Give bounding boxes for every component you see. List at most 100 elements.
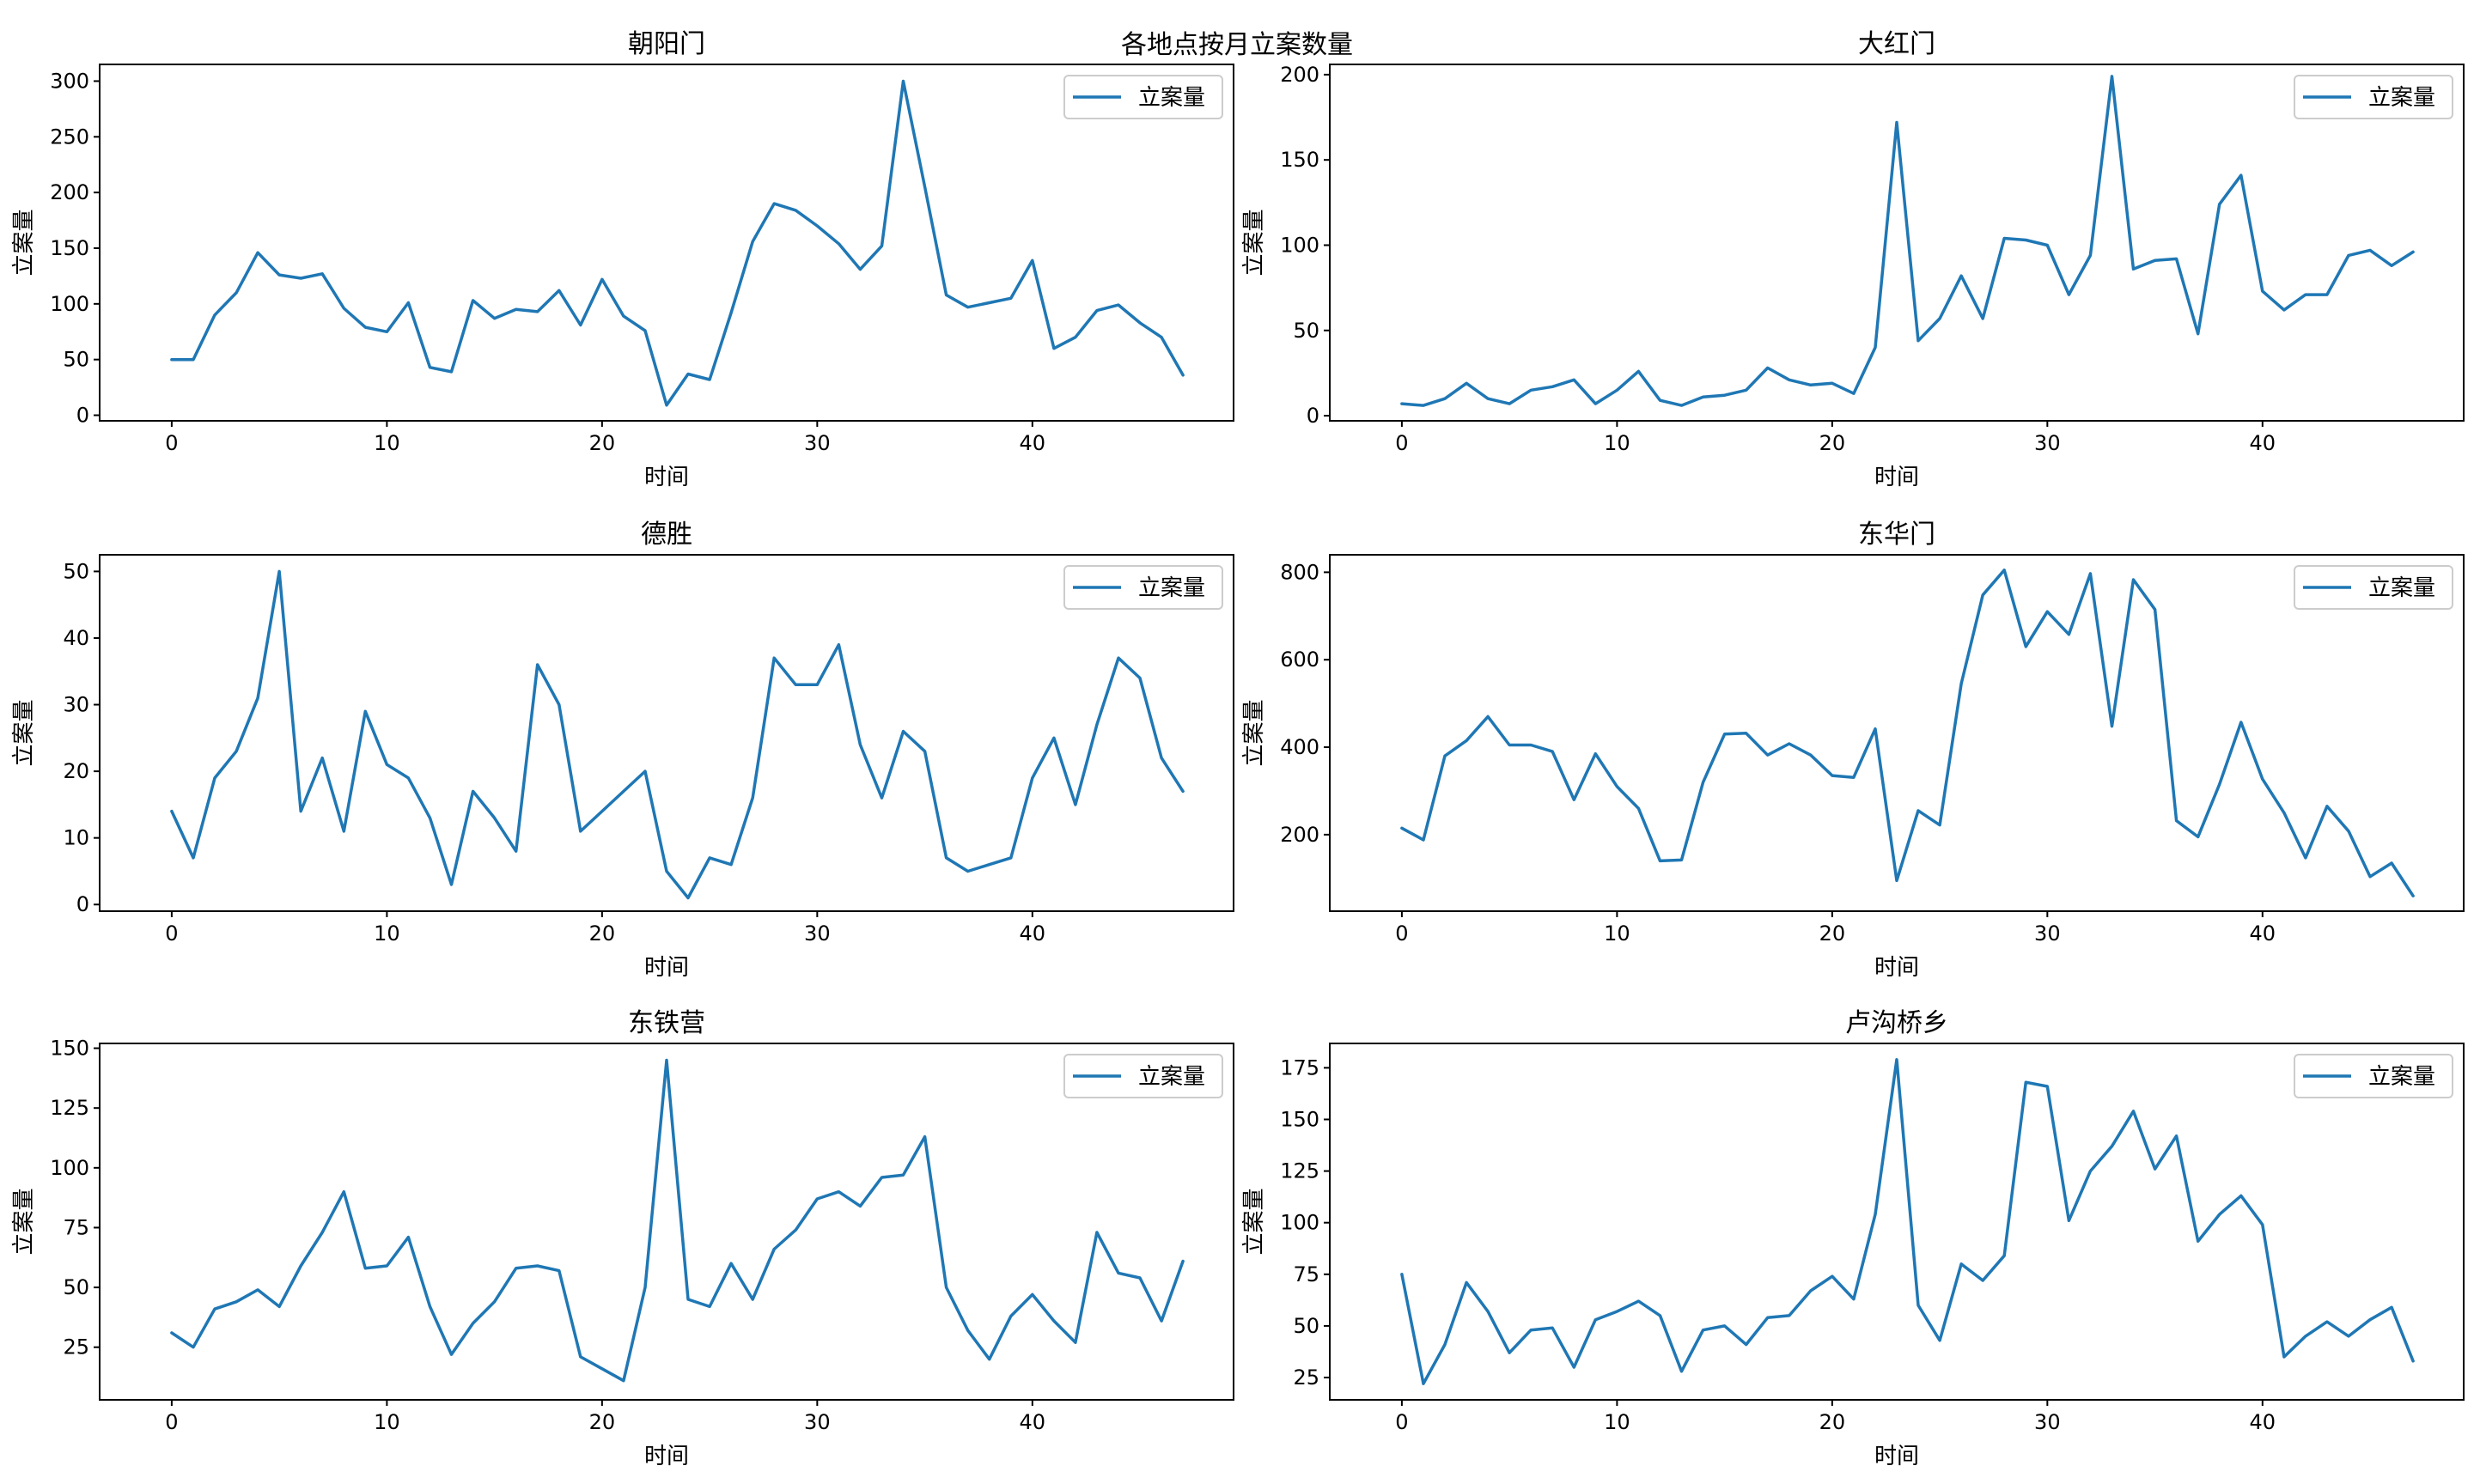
legend-label: 立案量 xyxy=(1138,85,1205,111)
y-tick-label: 200 xyxy=(1280,63,1319,87)
y-tick-label: 0 xyxy=(76,892,89,916)
legend-label: 立案量 xyxy=(2368,1064,2435,1090)
y-tick-label: 200 xyxy=(1280,823,1319,847)
y-tick-label: 100 xyxy=(1280,1211,1319,1235)
legend-box xyxy=(2294,565,2453,610)
legend-label: 立案量 xyxy=(2368,575,2435,601)
x-tick-label: 10 xyxy=(374,921,400,946)
series-line xyxy=(1400,569,2415,897)
x-tick-label: 20 xyxy=(589,1410,616,1434)
series-line xyxy=(170,79,1185,407)
x-tick-label: 40 xyxy=(1020,921,1046,946)
y-axis-label: 立案量 xyxy=(1241,699,1267,766)
y-tick-label: 0 xyxy=(1307,404,1319,428)
x-axis-label: 时间 xyxy=(1874,465,1919,490)
y-tick-label: 50 xyxy=(63,348,89,372)
y-tick-label: 50 xyxy=(63,1275,89,1299)
plot-frame xyxy=(1329,64,2465,422)
y-tick-label: 30 xyxy=(63,693,89,717)
x-tick-label: 30 xyxy=(804,431,831,455)
y-tick-label: 100 xyxy=(1280,233,1319,257)
legend-box xyxy=(1063,565,1223,610)
legend: 立案量 xyxy=(2294,1054,2453,1098)
y-tick-label: 25 xyxy=(63,1335,89,1359)
subplot-title: 德胜 xyxy=(641,520,692,550)
y-tick-label: 50 xyxy=(1293,319,1319,343)
y-tick-label: 200 xyxy=(50,180,89,204)
subplot-title: 卢沟桥乡 xyxy=(1845,1008,1948,1038)
y-tick-label: 75 xyxy=(1293,1262,1319,1286)
x-tick-label: 0 xyxy=(165,431,178,455)
legend-label: 立案量 xyxy=(2368,85,2435,111)
series-line xyxy=(170,569,1185,900)
y-tick-label: 100 xyxy=(50,292,89,316)
x-tick-label: 40 xyxy=(1020,1410,1046,1434)
series-line xyxy=(170,1058,1185,1383)
y-tick-label: 25 xyxy=(1293,1365,1319,1390)
x-tick-label: 40 xyxy=(2250,921,2276,946)
subplot-title: 东华门 xyxy=(1858,520,1935,550)
x-tick-label: 0 xyxy=(1395,1410,1408,1434)
legend: 立案量 xyxy=(2294,75,2453,119)
y-tick-label: 250 xyxy=(50,125,89,149)
x-axis-label: 时间 xyxy=(1874,1444,1919,1469)
y-tick-label: 0 xyxy=(76,404,89,428)
x-tick-label: 20 xyxy=(1819,1410,1846,1434)
y-tick-label: 600 xyxy=(1280,648,1319,672)
legend-label: 立案量 xyxy=(1138,575,1205,601)
y-tick-label: 20 xyxy=(63,759,89,783)
legend: 立案量 xyxy=(2294,565,2453,610)
y-tick-label: 150 xyxy=(50,236,89,260)
x-tick-label: 40 xyxy=(2250,1410,2276,1434)
legend-box xyxy=(2294,1054,2453,1098)
y-tick-label: 100 xyxy=(50,1156,89,1180)
subplot-title: 朝阳门 xyxy=(628,29,705,59)
legend: 立案量 xyxy=(1063,75,1223,119)
figure-title: 各地点按月立案数量 xyxy=(1121,30,1353,60)
plot-frame xyxy=(99,64,1234,422)
x-tick-label: 40 xyxy=(1020,431,1046,455)
x-tick-label: 10 xyxy=(374,431,400,455)
y-tick-label: 150 xyxy=(1280,1107,1319,1131)
subplot-title: 东铁营 xyxy=(628,1008,705,1038)
x-axis-label: 时间 xyxy=(644,465,689,490)
x-tick-label: 40 xyxy=(2250,431,2276,455)
y-tick-label: 75 xyxy=(63,1215,89,1239)
plot-frame xyxy=(1329,1043,2465,1401)
x-tick-label: 20 xyxy=(1819,431,1846,455)
y-tick-label: 150 xyxy=(50,1037,89,1061)
y-tick-label: 125 xyxy=(1280,1159,1319,1183)
y-tick-label: 50 xyxy=(1293,1314,1319,1338)
plot-frame xyxy=(1329,554,2465,912)
x-tick-label: 0 xyxy=(1395,431,1408,455)
x-tick-label: 30 xyxy=(2034,431,2061,455)
legend: 立案量 xyxy=(1063,565,1223,610)
series-line xyxy=(1400,1058,2415,1385)
y-tick-label: 50 xyxy=(63,559,89,583)
y-tick-label: 800 xyxy=(1280,560,1319,584)
legend-box xyxy=(2294,75,2453,119)
x-tick-label: 20 xyxy=(1819,921,1846,946)
x-tick-label: 0 xyxy=(165,1410,178,1434)
x-tick-label: 10 xyxy=(1604,1410,1630,1434)
y-axis-label: 立案量 xyxy=(1241,209,1267,276)
legend: 立案量 xyxy=(1063,1054,1223,1098)
legend-label: 立案量 xyxy=(1138,1064,1205,1090)
y-axis-label: 立案量 xyxy=(11,209,37,276)
y-tick-label: 300 xyxy=(50,69,89,93)
y-tick-label: 10 xyxy=(63,826,89,850)
x-tick-label: 10 xyxy=(1604,921,1630,946)
x-axis-label: 时间 xyxy=(1874,955,1919,981)
x-axis-label: 时间 xyxy=(644,955,689,981)
x-tick-label: 0 xyxy=(1395,921,1408,946)
subplot-title: 大红门 xyxy=(1858,29,1935,59)
x-tick-label: 20 xyxy=(589,431,616,455)
legend-box xyxy=(1063,75,1223,119)
